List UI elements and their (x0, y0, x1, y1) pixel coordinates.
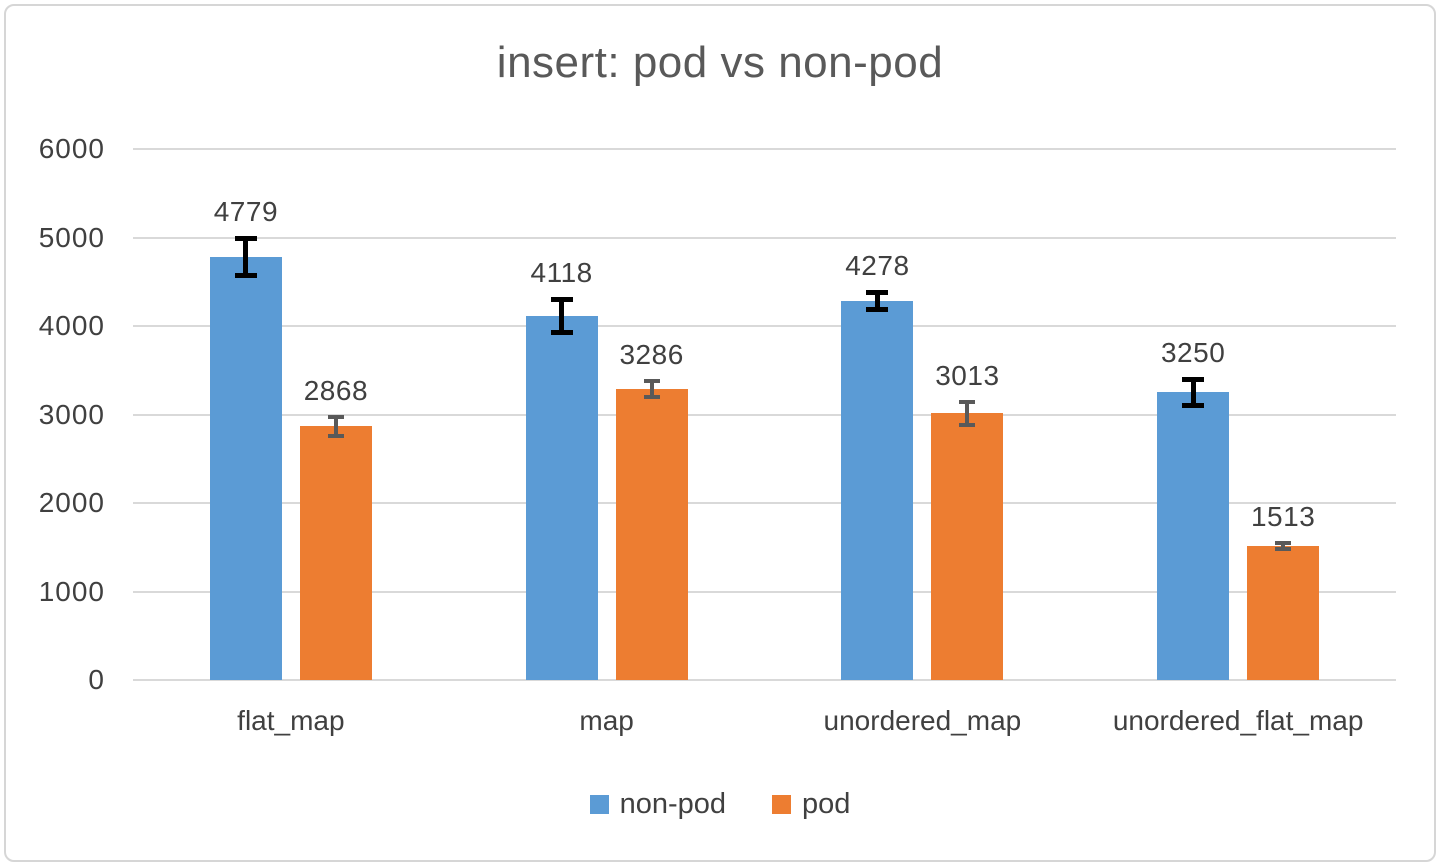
x-axis-label-unordered_flat_map: unordered_flat_map (1112, 705, 1364, 736)
gridline-1000 (133, 590, 1396, 593)
plot-area (133, 148, 1396, 681)
y-tick-label-1000: 1000 (38, 575, 105, 607)
y-tick-label-0: 0 (88, 664, 105, 695)
error-bar-cap-top-pod-flat_map (327, 414, 344, 419)
chart-title: insert: pod vs non-pod (496, 38, 944, 87)
error-bar-cap-top-non-pod-flat_map (234, 235, 257, 241)
error-bar-cap-top-non-pod-unordered_flat_map (1182, 376, 1205, 382)
data-label-pod-flat_map: 2868 (303, 374, 369, 406)
legend-swatch-non-pod (589, 795, 609, 814)
bar-non-pod-unordered_flat_map (1157, 392, 1230, 680)
legend: non-pod pod (0, 788, 1440, 821)
legend-label-pod: pod (802, 788, 851, 820)
data-label-non-pod-map: 4118 (530, 256, 593, 288)
data-label-non-pod-unordered_flat_map: 3250 (1160, 336, 1226, 368)
legend-label-non-pod: non-pod (619, 788, 727, 820)
gridline-5000 (133, 236, 1396, 239)
error-bar-cap-top-pod-map (643, 379, 660, 384)
error-bar-cap-bottom-pod-flat_map (327, 433, 344, 438)
error-bar-cap-top-pod-unordered_map (959, 399, 976, 404)
error-bar-line-non-pod-flat_map (243, 235, 249, 279)
error-bar-cap-top-non-pod-unordered_map (866, 290, 889, 296)
gridline-2000 (133, 502, 1396, 504)
data-label-pod-unordered_map: 3013 (935, 359, 1000, 391)
bar-pod-unordered_flat_map (1247, 546, 1320, 680)
error-bar-cap-bottom-non-pod-unordered_flat_map (1182, 402, 1205, 408)
y-tick-label-6000: 6000 (38, 133, 105, 164)
bar-non-pod-unordered_map (841, 301, 914, 680)
data-label-pod-unordered_flat_map: 1513 (1250, 501, 1316, 533)
error-bar-line-non-pod-unordered_flat_map (1190, 376, 1196, 408)
gridline-3000 (133, 413, 1396, 416)
error-bar-cap-top-pod-unordered_flat_map (1275, 541, 1292, 546)
y-tick-label-4000: 4000 (38, 310, 105, 341)
error-bar-line-pod-flat_map (333, 414, 338, 438)
error-bar-cap-bottom-non-pod-unordered_map (866, 307, 889, 313)
y-tick-label-3000: 3000 (38, 398, 105, 430)
bar-pod-flat_map (299, 426, 372, 680)
error-bar-line-non-pod-map (559, 296, 565, 335)
error-bar-line-pod-unordered_flat_map (1281, 541, 1286, 551)
legend-item-pod: pod (772, 788, 850, 821)
data-label-non-pod-unordered_map: 4278 (845, 250, 910, 282)
bar-non-pod-map (525, 315, 598, 680)
error-bar-cap-bottom-non-pod-flat_map (234, 273, 257, 279)
error-bar-cap-bottom-non-pod-map (550, 329, 573, 335)
error-bar-cap-bottom-pod-map (643, 394, 660, 399)
x-axis-label-unordered_map: unordered_map (823, 705, 1022, 736)
error-bar-cap-bottom-pod-unordered_flat_map (1275, 546, 1292, 551)
gridline-4000 (133, 325, 1396, 327)
legend-swatch-pod (772, 795, 792, 814)
error-bar-line-pod-map (649, 379, 654, 399)
error-bar-cap-top-non-pod-map (550, 296, 573, 302)
data-label-non-pod-flat_map: 4779 (213, 195, 279, 227)
x-axis-label-flat_map: flat_map (237, 705, 345, 736)
data-label-pod-map: 3286 (619, 339, 684, 371)
error-bar-cap-bottom-pod-unordered_map (959, 423, 976, 428)
y-tick-label-5000: 5000 (38, 221, 105, 253)
bar-pod-unordered_map (931, 413, 1004, 680)
gridline-6000 (133, 148, 1396, 150)
gridline-0 (133, 679, 1396, 681)
bar-non-pod-flat_map (209, 257, 282, 680)
legend-item-non-pod: non-pod (589, 788, 727, 821)
x-axis-label-map: map (579, 705, 634, 736)
error-bar-line-non-pod-unordered_map (874, 290, 880, 313)
bar-pod-map (615, 389, 688, 680)
error-bar-line-pod-unordered_map (965, 399, 970, 428)
y-tick-label-2000: 2000 (38, 487, 105, 518)
